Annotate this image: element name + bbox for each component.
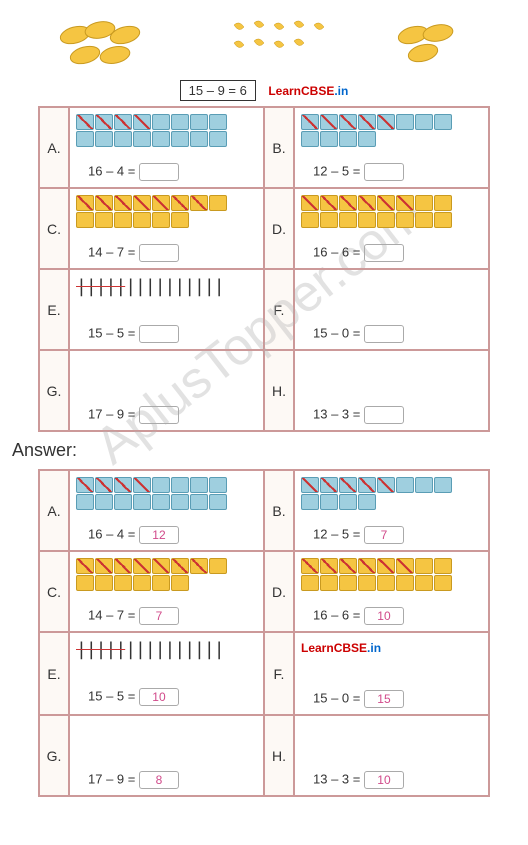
problem-cell: 16 – 6 = [294,188,489,269]
banana-remaining-icon [393,15,473,70]
row-label: G. [39,715,69,796]
row-label: A. [39,107,69,188]
problem-cell: 14 – 7 = [69,188,264,269]
equation-text: 16 – 6 = [313,244,360,259]
answer-box[interactable] [139,244,179,262]
answer-box[interactable]: 8 [139,771,179,789]
problem-cell: |||||||||||||||15 – 5 = [69,269,264,350]
row-label: B. [264,107,294,188]
row-label: E. [39,269,69,350]
problem-cell: 16 – 6 = 10 [294,551,489,632]
problem-cell: 17 – 9 = [69,350,264,431]
banana-illustration-row [10,10,518,75]
answer-box[interactable]: 10 [139,688,179,706]
answer-box[interactable] [139,406,179,424]
banana-bunches-icon [55,15,175,70]
answer-box[interactable]: 10 [364,771,404,789]
problem-cell: 13 – 3 = [294,350,489,431]
equation-text: 13 – 3 = [313,406,360,421]
answer-box[interactable]: 10 [364,607,404,625]
answer-box[interactable] [364,325,404,343]
answer-box[interactable] [364,163,404,181]
problem-cell: 15 – 0 = [294,269,489,350]
equation-box: 15 – 9 = 6 [180,80,256,101]
row-label: H. [264,350,294,431]
problem-cell: |||||||||||||||15 – 5 = 10 [69,632,264,715]
row-label: H. [264,715,294,796]
equation-text: 16 – 4 = [88,526,135,541]
answer-heading: Answer: [12,440,516,461]
equation-text: 16 – 6 = [313,607,360,622]
equation-text: 12 – 5 = [313,163,360,178]
problem-cell: 13 – 3 = 10 [294,715,489,796]
answer-box[interactable]: 7 [364,526,404,544]
row-label: G. [39,350,69,431]
row-label: D. [264,188,294,269]
answer-box[interactable] [139,325,179,343]
problem-cell: 16 – 4 = [69,107,264,188]
equation-text: 13 – 3 = [313,771,360,786]
example-equation: 15 – 9 = 6 LearnCBSE.in [10,80,518,101]
problem-cell: 14 – 7 = 7 [69,551,264,632]
problem-cell: 16 – 4 = 12 [69,470,264,551]
problem-cell: 12 – 5 = [294,107,489,188]
answer-box[interactable] [139,163,179,181]
answer-box[interactable] [364,244,404,262]
answer-box[interactable]: 7 [139,607,179,625]
problem-cell: 12 – 5 = 7 [294,470,489,551]
answer-box[interactable] [364,406,404,424]
equation-text: 17 – 9 = [88,406,135,421]
banana-peels-icon [224,15,344,70]
row-label: D. [264,551,294,632]
problem-cell: LearnCBSE.in15 – 0 = 15 [294,632,489,715]
equation-text: 15 – 0 = [313,690,360,705]
equation-text: 17 – 9 = [88,771,135,786]
equation-text: 16 – 4 = [88,163,135,178]
row-label: B. [264,470,294,551]
worksheet-questions: A. 16 – 4 = B. 12 – 5 = C. 14 – 7 = D. 16 – … [38,106,490,432]
equation-text: 15 – 5 = [88,688,135,703]
equation-text: 14 – 7 = [88,607,135,622]
equation-text: 14 – 7 = [88,244,135,259]
row-label: F. [264,632,294,715]
learncbse-logo: LearnCBSE.in [268,84,348,98]
equation-text: 12 – 5 = [313,526,360,541]
equation-text: 15 – 5 = [88,325,135,340]
row-label: C. [39,188,69,269]
problem-cell: 17 – 9 = 8 [69,715,264,796]
row-label: E. [39,632,69,715]
row-label: F. [264,269,294,350]
row-label: A. [39,470,69,551]
answer-box[interactable]: 12 [139,526,179,544]
equation-text: 15 – 0 = [313,325,360,340]
worksheet-answers: A.16 – 4 = 12B.12 – 5 = 7C.14 – 7 = 7D.1… [38,469,490,797]
row-label: C. [39,551,69,632]
answer-box[interactable]: 15 [364,690,404,708]
